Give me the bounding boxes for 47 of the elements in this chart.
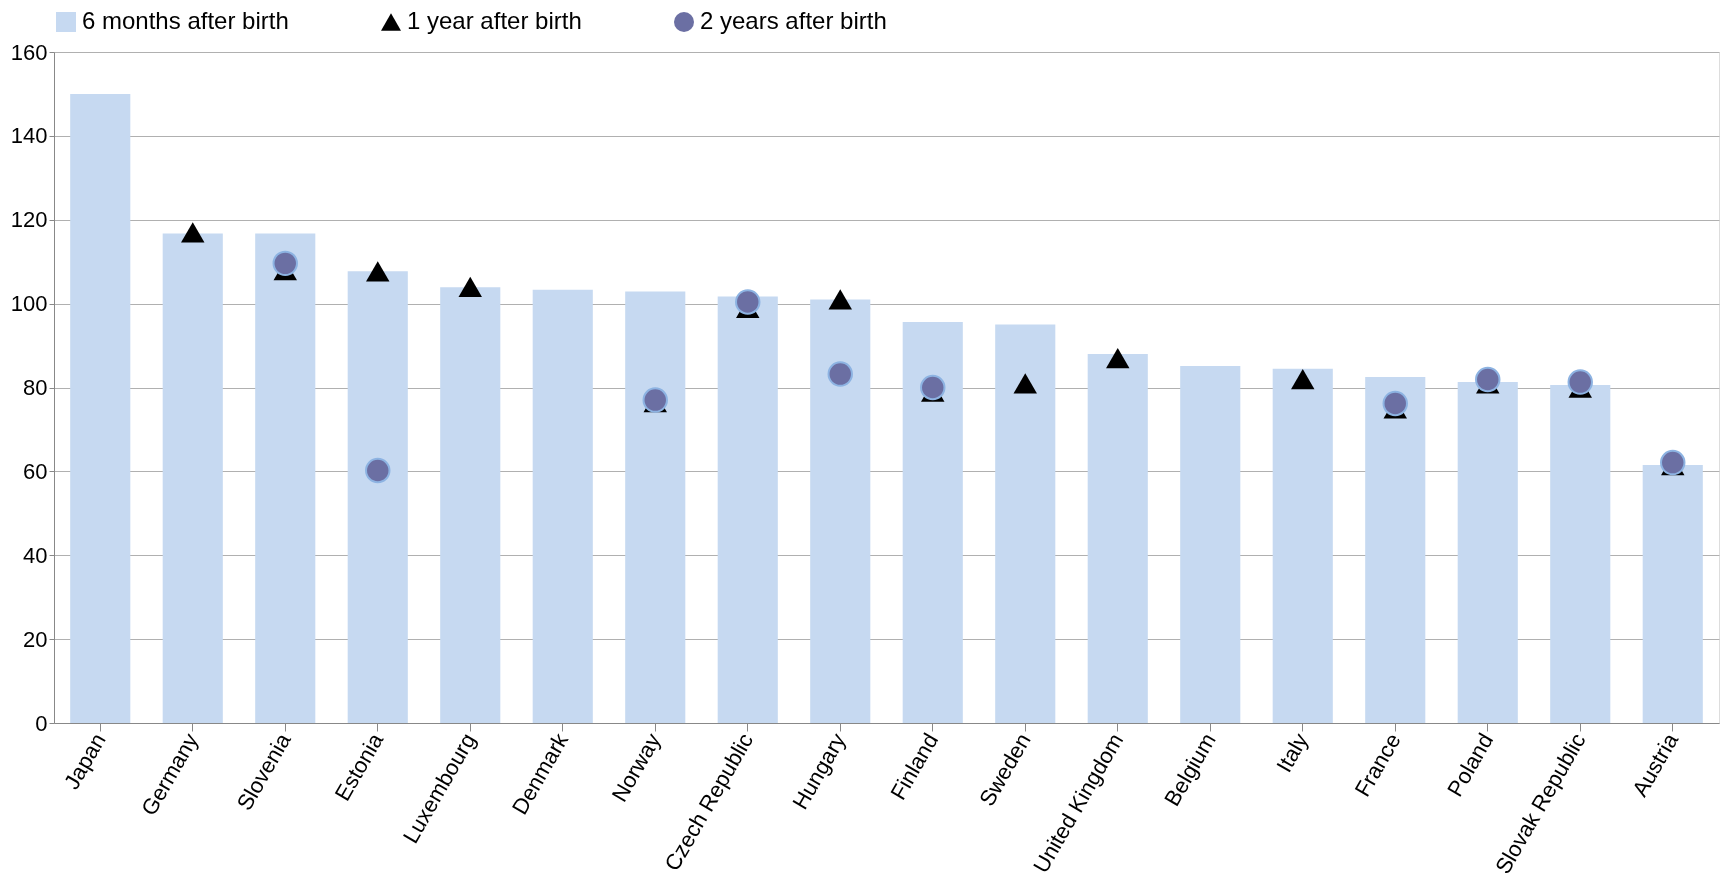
bar <box>162 233 223 723</box>
y-tick-label: 100 <box>10 291 48 317</box>
bar <box>255 233 316 723</box>
point <box>827 361 853 387</box>
bar <box>625 291 686 723</box>
point <box>1291 368 1315 390</box>
point <box>365 457 391 484</box>
point <box>735 289 761 315</box>
point <box>1567 369 1593 395</box>
bar <box>717 296 778 723</box>
bar <box>440 287 501 723</box>
y-tick-label: 120 <box>10 207 48 233</box>
y-tick-label: 60 <box>23 458 48 484</box>
point <box>366 261 390 282</box>
bar <box>1365 377 1426 723</box>
point <box>1475 366 1501 393</box>
point <box>828 289 852 310</box>
bar <box>810 299 871 723</box>
bar <box>1180 366 1241 723</box>
bar <box>347 271 408 723</box>
bar <box>1642 465 1703 723</box>
bar <box>1457 382 1518 723</box>
point <box>1382 390 1408 417</box>
point <box>272 250 298 277</box>
bar <box>70 93 131 723</box>
bar <box>1550 384 1611 723</box>
bar <box>995 324 1056 723</box>
legend-label: 6 months after birth <box>82 7 289 34</box>
point <box>642 387 668 413</box>
bar <box>532 289 593 723</box>
y-tick-label: 160 <box>10 39 48 65</box>
bar <box>1087 353 1148 723</box>
bar <box>1272 368 1333 723</box>
point <box>1013 373 1037 394</box>
legend-label: 1 year after birth <box>407 7 582 34</box>
point <box>181 222 205 243</box>
point <box>1106 347 1130 369</box>
y-tick-label: 140 <box>10 123 48 149</box>
y-tick-label: 80 <box>23 375 48 400</box>
point <box>920 374 946 401</box>
legend-label: 2 years after birth <box>700 7 887 34</box>
y-tick-label: 40 <box>23 542 48 568</box>
bar <box>902 322 963 723</box>
point <box>1660 449 1686 476</box>
point <box>458 276 482 298</box>
y-tick-label: 0 <box>35 710 48 736</box>
y-tick-label: 20 <box>23 626 48 652</box>
